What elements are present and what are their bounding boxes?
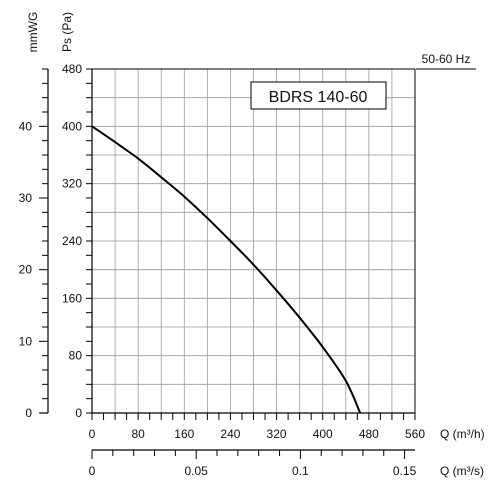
mmwg-axis-title: mmWG bbox=[26, 12, 40, 53]
x-axis-title-m3s: Q (m³/s) bbox=[440, 464, 484, 478]
model-label: BDRS 140-60 bbox=[269, 89, 368, 106]
minor-ticks bbox=[39, 68, 416, 459]
m3h-tick-label: 80 bbox=[131, 427, 145, 441]
model-label-box bbox=[250, 81, 387, 110]
pressure-tick-label: 0 bbox=[75, 406, 82, 420]
m3h-tick-label: 240 bbox=[220, 427, 240, 441]
m3h-tick-label: 480 bbox=[359, 427, 379, 441]
mmwg-tick-label: 30 bbox=[19, 191, 33, 205]
m3h-tick-label: 0 bbox=[89, 427, 96, 441]
pressure-tick-label: 400 bbox=[62, 119, 82, 133]
mmwg-tick-label: 20 bbox=[19, 263, 33, 277]
grid-lines bbox=[91, 68, 416, 414]
pressure-tick-label: 80 bbox=[69, 349, 83, 363]
m3h-tick-label: 160 bbox=[174, 427, 194, 441]
m3s-tick-label: 0.05 bbox=[185, 464, 209, 478]
pressure-tick-label: 240 bbox=[62, 234, 82, 248]
frequency-label: 50-60 Hz bbox=[422, 52, 471, 66]
m3h-tick-label: 400 bbox=[313, 427, 333, 441]
pressure-tick-label: 320 bbox=[62, 177, 82, 191]
performance-curve bbox=[91, 125, 362, 414]
x-axis-title-m3h: Q (m³/h) bbox=[440, 427, 485, 441]
mmwg-tick-label: 0 bbox=[25, 406, 32, 420]
mmwg-tick-label: 40 bbox=[19, 119, 33, 133]
m3h-tick-label: 560 bbox=[405, 427, 425, 441]
pressure-tick-label: 160 bbox=[62, 291, 82, 305]
m3s-tick-label: 0.15 bbox=[393, 464, 417, 478]
mmwg-tick-label: 10 bbox=[19, 334, 33, 348]
m3s-tick-label: 0 bbox=[89, 464, 96, 478]
series-group bbox=[91, 125, 362, 414]
pressure-axis-title: Ps (Pa) bbox=[60, 12, 74, 52]
pressure-tick-label: 480 bbox=[62, 62, 82, 76]
m3s-tick-label: 0.1 bbox=[292, 464, 309, 478]
m3h-tick-label: 320 bbox=[267, 427, 287, 441]
